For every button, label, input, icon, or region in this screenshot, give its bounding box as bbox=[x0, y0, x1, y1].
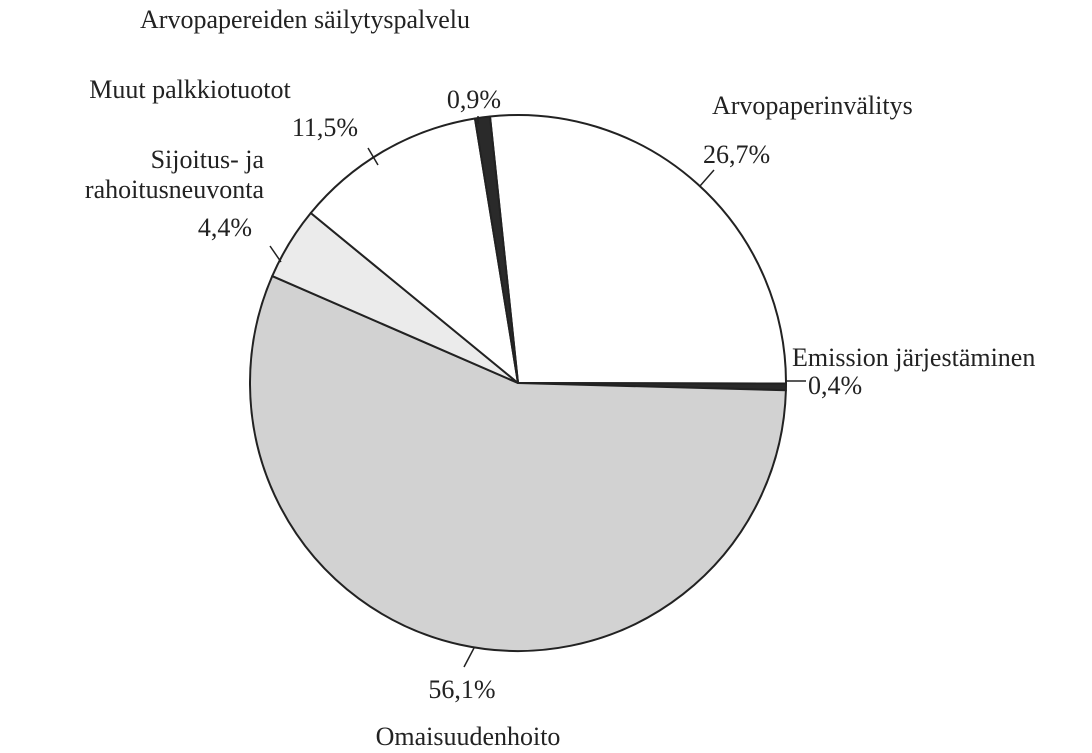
value-label: 4,4% bbox=[197, 213, 253, 242]
leader-line bbox=[463, 647, 475, 668]
leader-line bbox=[269, 245, 282, 263]
slice-label: Arvopapereiden säilytyspalvelu bbox=[140, 5, 470, 34]
slice-label: Muut palkkiotuotot bbox=[89, 75, 291, 104]
value-label: 26,7% bbox=[703, 140, 771, 169]
slice-label: Sijoitus- ja rahoitusneuvonta bbox=[84, 145, 264, 204]
value-label: 0,4% bbox=[808, 371, 863, 400]
leader-line bbox=[367, 147, 379, 166]
pie-slice bbox=[249, 275, 787, 652]
value-label: 11,5% bbox=[291, 113, 359, 142]
value-label: 0,9% bbox=[446, 85, 502, 114]
pie-slice bbox=[473, 115, 519, 384]
slice-label: Emission järjestäminen bbox=[792, 343, 1036, 372]
slice-label: Omaisuudenhoito bbox=[375, 722, 561, 751]
value-label: 56,1% bbox=[428, 675, 496, 704]
slice-label: Arvopaperinvälitys bbox=[712, 91, 913, 120]
pie-slice bbox=[488, 114, 787, 385]
leader-line bbox=[699, 169, 715, 187]
pie-slice bbox=[309, 117, 519, 384]
